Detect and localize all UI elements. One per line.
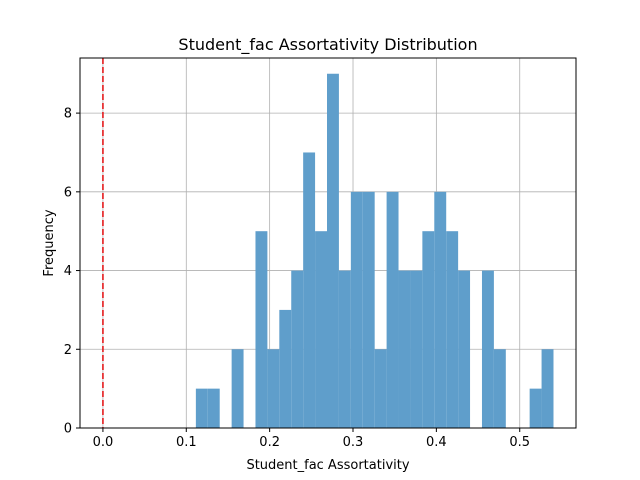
histogram-bar [422,231,435,428]
histogram-bar [207,388,220,428]
histogram-bar [458,270,471,428]
y-tick-label: 0 [64,422,72,437]
x-tick-label: 0.2 [259,435,280,450]
histogram-bar [434,191,447,428]
histogram-bar [267,349,280,428]
histogram-bar [446,231,459,428]
y-axis-label: Frequency [42,209,57,276]
histogram-bar [529,388,542,428]
histogram-bar [398,270,411,428]
x-tick-label: 0.5 [509,435,530,450]
x-axis-label: Student_fac Assortativity [246,458,409,473]
y-tick-label: 8 [64,107,72,122]
histogram-bar [338,270,351,428]
chart-title: Student_fac Assortativity Distribution [178,35,477,55]
histogram-bar [362,191,375,428]
x-tick-label: 0.1 [176,435,197,450]
histogram-bar [303,152,316,428]
histogram-bar [291,270,304,428]
x-tick-label: 0.0 [93,435,114,450]
histogram-bar [231,349,244,428]
histogram-bar [195,388,208,428]
histogram-bar [255,231,268,428]
y-tick-label: 4 [64,264,72,279]
plot-frame [79,57,577,429]
histogram-bar [493,349,506,428]
histogram-bar [350,191,363,428]
histogram-bar [326,73,339,428]
histogram-bar [279,309,292,428]
histogram-bar [541,349,554,428]
histogram-bars [195,73,554,428]
y-tick-label: 2 [64,343,72,358]
y-tick-label: 6 [64,185,72,200]
histogram-bar [410,270,423,428]
histogram-bar [374,349,387,428]
histogram-bar [386,191,399,428]
x-tick-label: 0.3 [343,435,364,450]
histogram-bar [481,270,494,428]
x-tick-label: 0.4 [426,435,447,450]
histogram-bar [315,231,327,428]
y-axis-ticks: 0 2 4 6 8 [64,107,80,437]
x-axis-ticks: 0.0 0.1 0.2 0.3 0.4 0.5 [93,428,530,450]
